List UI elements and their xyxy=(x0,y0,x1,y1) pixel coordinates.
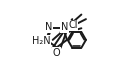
Text: N: N xyxy=(45,22,52,32)
Text: H₂N: H₂N xyxy=(32,36,51,46)
Text: N: N xyxy=(61,22,68,32)
Text: O: O xyxy=(53,48,60,58)
Text: Cl: Cl xyxy=(69,20,78,30)
